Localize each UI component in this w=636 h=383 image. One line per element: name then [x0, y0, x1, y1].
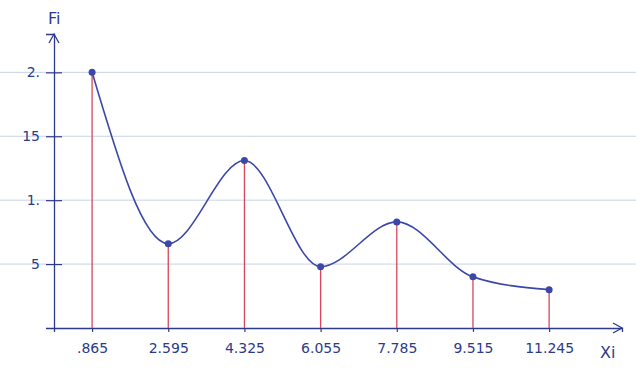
stem [320, 267, 321, 328]
tick-label: 7.785 [377, 340, 417, 356]
tick-mark [473, 328, 474, 332]
tick: 4.325 [225, 328, 265, 356]
tick-label: 4.325 [225, 340, 265, 356]
stem [472, 277, 473, 328]
tick-mark [397, 328, 398, 332]
axis-arrow [613, 323, 622, 333]
x-axis-title: Xi [600, 343, 615, 362]
chart: .865 2.595 4.325 6.055 7.785 9.515 11.245 5 1. 15… [0, 0, 636, 383]
axis-line [55, 329, 623, 333]
y-axis-title: Fi [48, 9, 60, 28]
tick-mark [46, 264, 62, 265]
tick: 11.245 [525, 328, 574, 356]
point [317, 263, 324, 270]
curve [92, 72, 549, 289]
tick: 2.595 [149, 328, 189, 356]
tick-label: 11.245 [525, 340, 574, 356]
tick-mark [549, 328, 550, 332]
point [89, 69, 96, 76]
point [469, 273, 476, 280]
tick-mark [321, 328, 322, 332]
stem [396, 222, 397, 328]
tick-label: .865 [77, 340, 108, 356]
tick-label: 1. [27, 192, 40, 208]
tick: 9.515 [453, 328, 493, 356]
axis-arrow [49, 34, 59, 43]
stem [91, 72, 92, 328]
tick-mark [168, 328, 169, 332]
tick: 7.785 [377, 328, 417, 356]
tick: 15 [22, 128, 62, 144]
tick-label: 15 [22, 128, 40, 144]
stem [168, 244, 169, 328]
tick-label: 5 [31, 256, 40, 272]
grid-line [0, 200, 636, 201]
point [165, 240, 172, 247]
tick-mark [244, 328, 245, 332]
tick-label: 2.595 [149, 340, 189, 356]
stem [548, 290, 549, 328]
tick-mark [46, 200, 62, 201]
tick-label: 2. [27, 64, 40, 80]
tick-label: 6.055 [301, 340, 341, 356]
tick-mark [46, 136, 62, 137]
tick: 1. [27, 192, 62, 208]
stem [244, 161, 245, 328]
grid-line [0, 136, 636, 137]
point [241, 157, 248, 164]
tick: 2. [27, 64, 62, 80]
axis-line [46, 35, 55, 329]
tick-label: 9.515 [453, 340, 493, 356]
y-axis: 5 1. 15 2. [22, 35, 62, 329]
tick: .865 [77, 328, 108, 356]
plot-area [89, 69, 553, 328]
point [393, 218, 400, 225]
grid [0, 72, 636, 264]
point [546, 286, 553, 293]
tick-mark [92, 328, 93, 332]
tick: 6.055 [301, 328, 341, 356]
tick-mark [46, 72, 62, 73]
x-axis: .865 2.595 4.325 6.055 7.785 9.515 11.245 [55, 328, 623, 356]
tick: 5 [31, 256, 62, 272]
